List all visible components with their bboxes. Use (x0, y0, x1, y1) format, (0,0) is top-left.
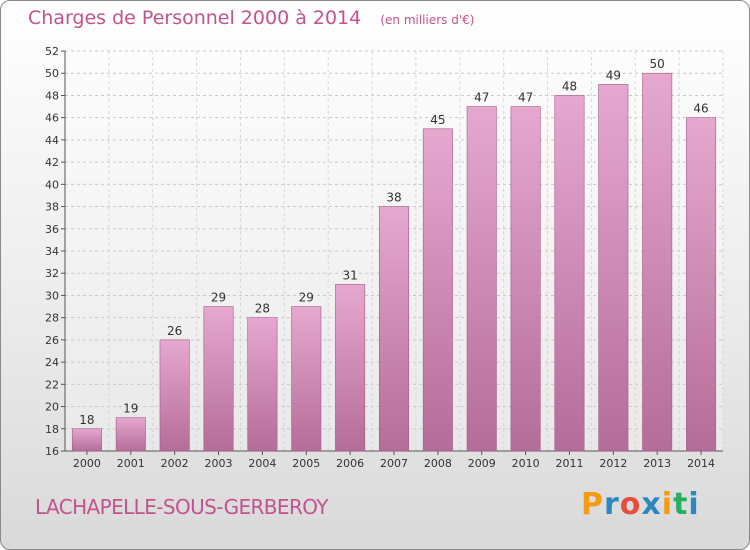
x-tick-label: 2002 (161, 457, 189, 470)
y-tick-label: 48 (45, 89, 59, 102)
x-tick-label: 2007 (380, 457, 408, 470)
y-tick-label: 26 (45, 334, 59, 347)
data-label: 26 (167, 324, 182, 338)
data-label: 29 (211, 291, 226, 305)
axes: 16 18 20 22 24 26 28 30 32 34 36 38 40 42 44 46 48 50 52 20… (45, 45, 723, 470)
data-label: 28 (255, 302, 270, 316)
x-tick-label: 2000 (73, 457, 101, 470)
bar (686, 117, 717, 452)
y-tick-label: 46 (45, 112, 59, 125)
x-tick-label: 2011 (555, 457, 583, 470)
bar (379, 206, 409, 452)
bar (247, 317, 278, 452)
x-tick-label: 2008 (424, 457, 452, 470)
logo-letter: x (641, 487, 662, 522)
data-labels: 18 19 26 29 28 29 31 38 45 47 47 48 49 50 46 (79, 57, 708, 427)
logo-letter: i (661, 487, 674, 522)
y-tick-label: 36 (45, 223, 59, 236)
y-tick-label: 44 (45, 134, 59, 147)
logo-letter: o (619, 487, 642, 522)
bar (335, 284, 366, 452)
data-label: 49 (606, 68, 621, 82)
y-tick-label: 30 (45, 289, 59, 302)
x-tick-label: 2010 (512, 457, 540, 470)
bar (159, 339, 190, 452)
bar (71, 428, 102, 452)
data-label: 50 (650, 57, 665, 71)
bar (598, 84, 629, 452)
bar (642, 72, 673, 452)
data-label: 18 (79, 413, 94, 427)
x-tick-label: 2004 (248, 457, 276, 470)
bar (203, 306, 234, 452)
y-tick-label: 28 (45, 312, 59, 325)
logo-letter: i (688, 487, 700, 522)
chart-title: Charges de Personnel 2000 à 2014 (28, 7, 362, 29)
title-row: Charges de Personnel 2000 à 2014 (en mil… (28, 7, 474, 29)
data-label: 48 (562, 79, 577, 93)
data-label: 46 (693, 102, 708, 116)
y-tick-label: 40 (45, 178, 59, 191)
data-label: 31 (342, 268, 357, 282)
y-tick-label: 18 (45, 423, 59, 436)
y-tick-label: 16 (45, 445, 59, 458)
y-tick-label: 34 (45, 245, 59, 258)
y-tick-label: 52 (45, 45, 59, 58)
chart-subtitle: (en milliers d'€) (380, 13, 475, 27)
proxiti-logo[interactable]: Proxiti (581, 487, 700, 522)
x-tick-label: 2012 (599, 457, 627, 470)
x-tick-label: 2003 (205, 457, 233, 470)
logo-letter: t (673, 487, 689, 522)
y-tick-label: 32 (45, 267, 59, 280)
logo-letter: P (581, 487, 604, 522)
y-tick-label: 24 (45, 356, 59, 369)
bar (466, 106, 497, 452)
y-tick-label: 50 (45, 67, 59, 80)
y-tick-label: 20 (45, 401, 59, 414)
bar (554, 95, 585, 452)
x-tick-label: 2006 (336, 457, 364, 470)
data-label: 29 (299, 291, 314, 305)
bar (422, 128, 453, 452)
data-label: 47 (474, 91, 489, 105)
y-tick-label: 42 (45, 156, 59, 169)
data-label: 47 (518, 91, 533, 105)
data-label: 19 (123, 402, 138, 416)
data-label: 38 (386, 191, 401, 205)
x-tick-label: 2001 (117, 457, 145, 470)
x-tick-label: 2005 (292, 457, 320, 470)
bar (291, 306, 322, 452)
data-label: 45 (430, 113, 445, 127)
logo-letter: r (604, 487, 620, 522)
y-tick-label: 38 (45, 201, 59, 214)
commune-name: LACHAPELLE-SOUS-GERBEROY (35, 495, 329, 519)
x-tick-label: 2009 (468, 457, 496, 470)
x-tick-label: 2013 (643, 457, 671, 470)
bar (115, 417, 146, 452)
y-tick-label: 22 (45, 378, 59, 391)
x-tick-label: 2014 (687, 457, 715, 470)
bars (71, 72, 717, 452)
bar (510, 106, 541, 452)
